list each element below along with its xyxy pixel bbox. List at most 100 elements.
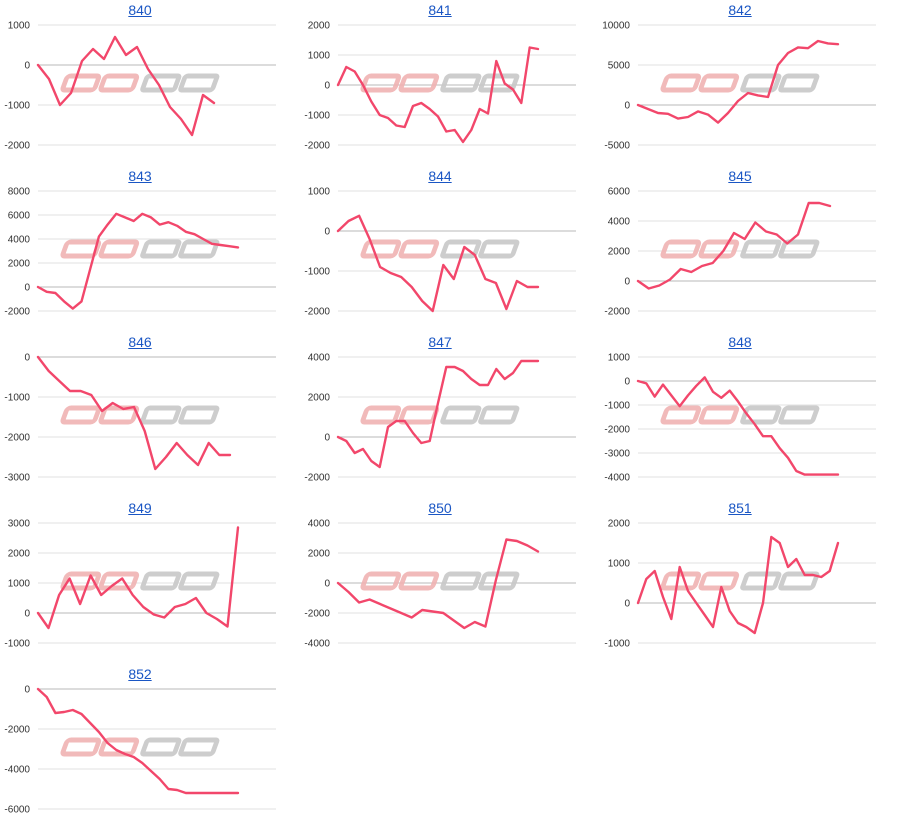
y-tick-label: 4000	[608, 217, 631, 228]
minkabu-watermark-icon	[660, 571, 820, 591]
line-chart: 0 -1000 -2000 -3000	[4, 353, 276, 484]
y-tick-label: -1000	[304, 267, 330, 278]
series-line	[636, 39, 840, 124]
y-tick-label: 1000	[8, 579, 31, 590]
y-tick-label: -2000	[304, 307, 330, 318]
minkabu-watermark-icon	[360, 239, 520, 259]
minkabu-watermark-icon	[360, 405, 520, 425]
y-tick-label: 2000	[308, 21, 331, 32]
y-tick-label: 10000	[602, 21, 630, 32]
chart-title-link[interactable]: 852	[128, 666, 152, 682]
y-tick-label: -2000	[4, 141, 30, 152]
chart-title-link[interactable]: 843	[128, 168, 152, 184]
y-tick-label: -2000	[4, 725, 30, 736]
series-line	[36, 355, 232, 471]
y-tick-label: 0	[24, 609, 30, 620]
chart-title-link[interactable]: 851	[728, 500, 752, 516]
y-tick-label: 2000	[608, 247, 631, 258]
y-tick-label: 0	[324, 579, 330, 590]
series-line	[36, 687, 240, 795]
y-tick-label: 0	[24, 61, 30, 72]
chart-title-link[interactable]: 847	[428, 334, 452, 350]
line-chart: 4000 2000 0 -2000	[304, 353, 576, 484]
y-tick-label: -1000	[4, 393, 30, 404]
minkabu-watermark-icon	[60, 73, 220, 93]
y-tick-label: -3000	[4, 473, 30, 484]
y-tick-label: 1000	[8, 21, 31, 32]
chart-panel-844: 1000 0 -1000 -2000 844	[300, 166, 580, 326]
chart-panel-847: 4000 2000 0 -2000 847	[300, 332, 580, 492]
chart-panel-846: 0 -1000 -2000 -3000 846	[0, 332, 280, 492]
y-tick-label: -5000	[604, 141, 630, 152]
y-tick-label: -1000	[604, 639, 630, 650]
chart-title-link[interactable]: 850	[428, 500, 452, 516]
line-chart: 1000 0 -1000 -2000 -3000 -4000	[604, 353, 876, 484]
y-tick-label: -2000	[604, 425, 630, 436]
chart-title-link[interactable]: 845	[728, 168, 752, 184]
chart-title-link[interactable]: 840	[128, 2, 152, 18]
y-tick-label: 6000	[8, 211, 31, 222]
series-line	[636, 201, 832, 290]
y-tick-label: 1000	[608, 353, 631, 364]
series-line	[36, 526, 240, 630]
y-tick-label: 6000	[608, 187, 631, 198]
y-tick-label: -1000	[304, 111, 330, 122]
y-tick-label: -2000	[304, 141, 330, 152]
minkabu-watermark-icon	[660, 73, 820, 93]
y-tick-label: 1000	[308, 51, 331, 62]
line-chart: 4000 2000 0 -2000 -4000	[304, 519, 576, 650]
y-tick-label: 5000	[608, 61, 631, 72]
chart-panel-841: 2000 1000 0 -1000 -2000 841	[300, 0, 580, 160]
chart-title-link[interactable]: 842	[728, 2, 752, 18]
chart-panel-848: 1000 0 -1000 -2000 -3000 -4000 848	[600, 332, 880, 492]
series-line	[336, 214, 540, 313]
line-chart: 1000 0 -1000 -2000	[4, 21, 276, 152]
line-chart: 2000 1000 0 -1000	[604, 519, 876, 650]
minkabu-watermark-icon	[660, 405, 820, 425]
line-chart: 1000 0 -1000 -2000	[304, 187, 576, 318]
y-tick-label: -4000	[604, 473, 630, 484]
line-chart: 10000 5000 0 -5000	[602, 21, 876, 152]
chart-panel-850: 4000 2000 0 -2000 -4000 850	[300, 498, 580, 658]
y-tick-label: 0	[24, 685, 30, 696]
chart-title-link[interactable]: 846	[128, 334, 152, 350]
chart-panel-852: 0 -2000 -4000 -6000 852	[0, 664, 280, 824]
chart-panel-843: 8000 6000 4000 2000 0 -2000 843	[0, 166, 280, 326]
chart-panel-849: 3000 2000 1000 0 -1000 849	[0, 498, 280, 658]
y-tick-label: 2000	[308, 549, 331, 560]
y-tick-label: -2000	[304, 473, 330, 484]
chart-panel-851: 2000 1000 0 -1000 851	[600, 498, 880, 658]
y-tick-label: -1000	[4, 101, 30, 112]
y-tick-label: 0	[324, 227, 330, 238]
y-tick-label: 2000	[8, 259, 31, 270]
y-tick-label: -4000	[304, 639, 330, 650]
chart-panel-840: 1000 0 -1000 -2000 840	[0, 0, 280, 160]
chart-title-link[interactable]: 848	[728, 334, 752, 350]
y-tick-label: 4000	[308, 519, 331, 530]
series-line	[636, 535, 840, 635]
y-tick-label: 4000	[8, 235, 31, 246]
chart-panel-842: 10000 5000 0 -5000 842	[600, 0, 880, 160]
chart-title-link[interactable]: 849	[128, 500, 152, 516]
chart-title-link[interactable]: 841	[428, 2, 452, 18]
y-tick-label: -6000	[4, 805, 30, 816]
y-tick-label: 0	[624, 377, 630, 388]
y-tick-label: -1000	[604, 401, 630, 412]
series-line	[336, 46, 540, 144]
y-tick-label: 2000	[608, 519, 631, 530]
y-tick-label: -2000	[304, 609, 330, 620]
y-tick-label: -3000	[604, 449, 630, 460]
y-tick-label: 0	[324, 81, 330, 92]
y-tick-label: 3000	[8, 519, 31, 530]
y-tick-label: 0	[24, 283, 30, 294]
chart-title-link[interactable]: 844	[428, 168, 452, 184]
series-line	[336, 538, 540, 630]
y-tick-label: -2000	[604, 307, 630, 318]
y-tick-label: 0	[624, 599, 630, 610]
y-tick-label: 2000	[308, 393, 331, 404]
minkabu-watermark-icon	[660, 239, 820, 259]
line-chart: 2000 1000 0 -1000 -2000	[304, 21, 576, 152]
y-tick-label: -2000	[4, 307, 30, 318]
y-tick-label: 8000	[8, 187, 31, 198]
minkabu-watermark-icon	[60, 239, 220, 259]
